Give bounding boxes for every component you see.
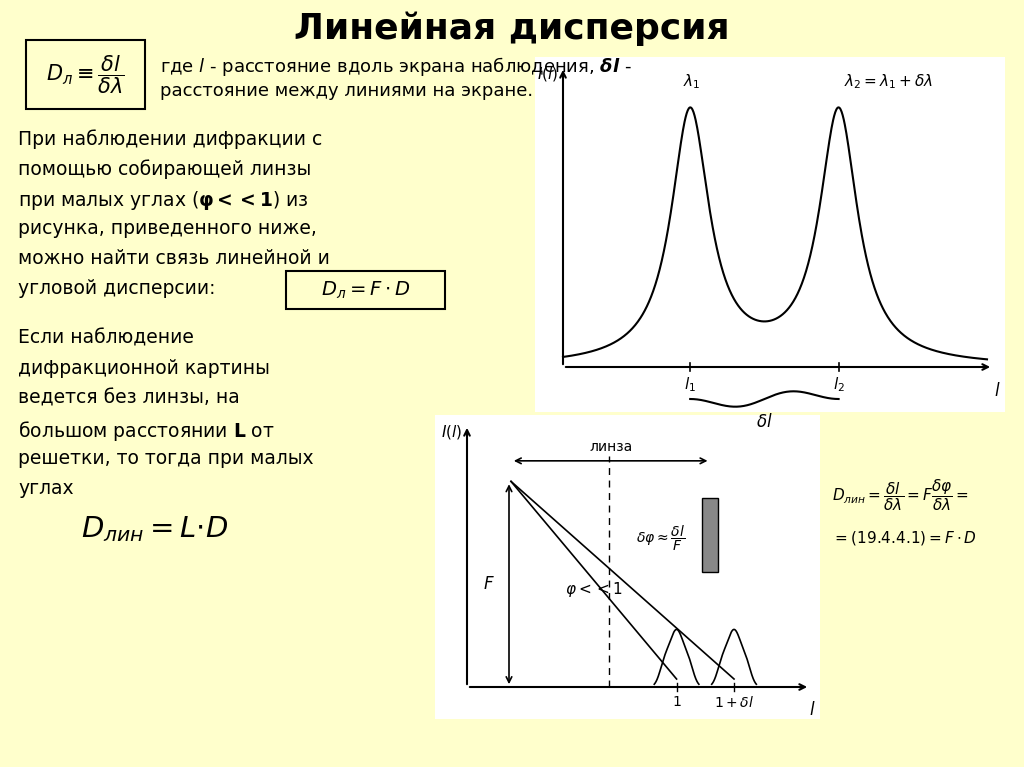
- Text: Линейная дисперсия: Линейная дисперсия: [294, 12, 730, 46]
- Text: $l_1$: $l_1$: [684, 375, 696, 393]
- FancyBboxPatch shape: [26, 40, 145, 109]
- Text: $1+\delta l$: $1+\delta l$: [714, 695, 754, 710]
- Text: $I(l)$: $I(l)$: [440, 423, 462, 441]
- Text: Если наблюдение: Если наблюдение: [18, 329, 194, 348]
- Text: $l$: $l$: [809, 701, 815, 719]
- Text: при малых углах ($\boldsymbol{\varphi << 1}$) из: при малых углах ($\boldsymbol{\varphi <<…: [18, 189, 308, 212]
- Text: $D_{лин} = \dfrac{\delta l}{\delta \lambda} = F\dfrac{\delta\varphi}{\delta \lam: $D_{лин} = \dfrac{\delta l}{\delta \lamb…: [831, 477, 969, 513]
- Text: помощью собирающей линзы: помощью собирающей линзы: [18, 159, 311, 179]
- FancyBboxPatch shape: [435, 415, 820, 719]
- Text: линза: линза: [589, 439, 632, 454]
- Text: можно найти связь линейной и: можно найти связь линейной и: [18, 249, 330, 268]
- Text: $F$: $F$: [483, 575, 495, 593]
- FancyBboxPatch shape: [535, 57, 1005, 412]
- Text: $\varphi << 1$: $\varphi << 1$: [565, 580, 623, 599]
- Text: дифракционной картины: дифракционной картины: [18, 359, 270, 378]
- Text: $l_2$: $l_2$: [833, 375, 845, 393]
- Text: $D_{лин} = L{\cdot}D$: $D_{лин} = L{\cdot}D$: [82, 514, 228, 544]
- Text: $D_л \equiv \dfrac{\delta l}{\delta \lambda}$: $D_л \equiv \dfrac{\delta l}{\delta \lam…: [46, 53, 125, 96]
- Text: $\delta\varphi \approx \dfrac{\delta l}{F}$: $\delta\varphi \approx \dfrac{\delta l}{…: [636, 523, 685, 552]
- Text: угловой дисперсии:: угловой дисперсии:: [18, 279, 215, 298]
- Text: $\delta l$: $\delta l$: [756, 413, 773, 431]
- Text: ведется без линзы, на: ведется без линзы, на: [18, 389, 240, 408]
- Text: решетки, то тогда при малых: решетки, то тогда при малых: [18, 449, 313, 468]
- Text: При наблюдении дифракции с: При наблюдении дифракции с: [18, 129, 323, 149]
- Text: где $l$ - расстояние вдоль экрана наблюдения, $\boldsymbol{\delta l}$ -: где $l$ - расстояние вдоль экрана наблюд…: [160, 55, 632, 78]
- Text: $I(l)$: $I(l)$: [537, 65, 558, 83]
- Text: $1$: $1$: [672, 695, 681, 709]
- FancyBboxPatch shape: [702, 499, 719, 572]
- Text: $D_л = F \cdot D$: $D_л = F \cdot D$: [321, 279, 411, 301]
- Text: $\lambda_2 = \lambda_1 + \delta\lambda$: $\lambda_2 = \lambda_1 + \delta\lambda$: [844, 73, 933, 91]
- Text: $= (19.4.4.1) = F \cdot D$: $= (19.4.4.1) = F \cdot D$: [831, 529, 977, 547]
- Text: $\lambda_1$: $\lambda_1$: [683, 73, 700, 91]
- Text: $l$: $l$: [993, 382, 1000, 400]
- FancyBboxPatch shape: [286, 271, 445, 309]
- Text: большом расстоянии $\mathbf{L}$ от: большом расстоянии $\mathbf{L}$ от: [18, 419, 274, 443]
- Text: рисунка, приведенного ниже,: рисунка, приведенного ниже,: [18, 219, 316, 238]
- Text: расстояние между линиями на экране.: расстояние между линиями на экране.: [160, 82, 534, 100]
- Text: углах: углах: [18, 479, 74, 498]
